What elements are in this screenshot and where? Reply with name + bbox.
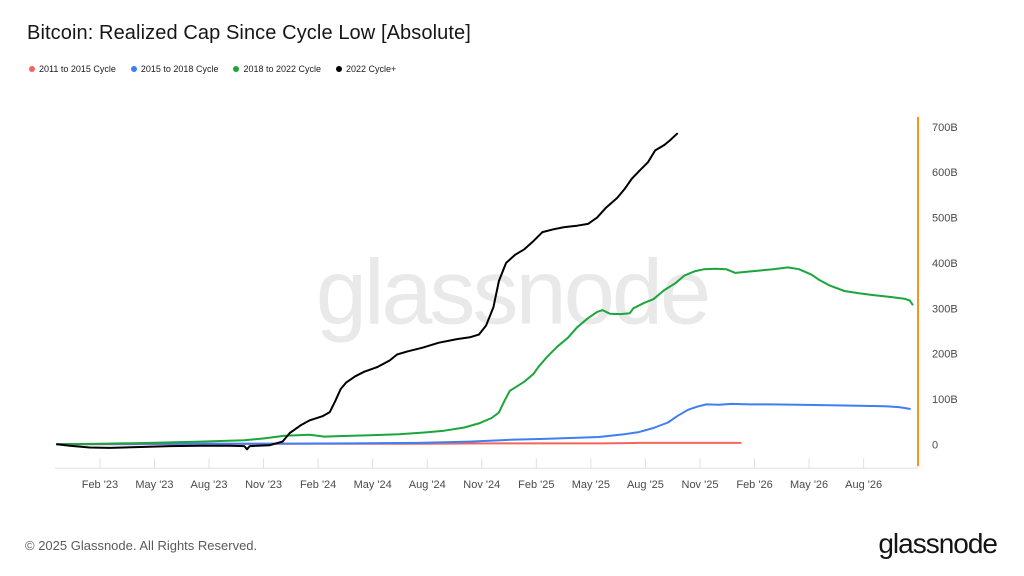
legend-item-2022-cycle[interactable]: 2022 Cycle+: [336, 64, 396, 74]
series-line-2015-to-2018-cycle: [56, 402, 911, 446]
y-tick-label: 0: [932, 439, 938, 451]
x-tick-label: Feb '25: [518, 479, 554, 491]
chart-legend: 2011 to 2015 Cycle 2015 to 2018 Cycle 2018…: [29, 64, 396, 74]
x-tick-label: Nov '25: [682, 479, 719, 491]
y-tick-label: 700B: [932, 122, 958, 134]
legend-item-2011-to-2015-cycle[interactable]: 2011 to 2015 Cycle: [29, 64, 116, 74]
legend-item-label: 2011 to 2015 Cycle: [39, 64, 116, 74]
x-tick-label: Nov '24: [463, 479, 500, 491]
y-tick-label: 600B: [932, 167, 958, 179]
x-tick-label: May '23: [135, 479, 173, 491]
y-tick-label: 400B: [932, 258, 958, 270]
glassnode-logo: glassnode: [878, 528, 998, 559]
legend-color-dot: [233, 66, 240, 72]
legend-item-2018-to-2022-cycle[interactable]: 2018 to 2022 Cycle: [233, 64, 321, 74]
legend-color-dot: [336, 66, 343, 72]
x-tick-label: May '26: [790, 479, 828, 491]
y-tick-label: 200B: [932, 349, 958, 361]
legend-color-dot: [130, 66, 137, 72]
legend-item-2015-to-2018-cycle[interactable]: 2015 to 2018 Cycle: [130, 64, 219, 74]
x-tick-label: May '25: [572, 479, 610, 491]
x-tick-label: Aug '25: [627, 479, 664, 491]
x-tick-label: Nov '23: [245, 479, 282, 491]
x-tick-label: Feb '24: [300, 479, 336, 491]
series-line-2022-cycle: [56, 132, 679, 451]
y-tick-label: 500B: [932, 213, 958, 225]
legend-item-label: 2015 to 2018 Cycle: [140, 64, 219, 74]
series-line-2018-to-2022-cycle: [56, 266, 914, 446]
x-tick-label: May '24: [354, 479, 392, 491]
legend-color-dot: [29, 66, 35, 72]
y-tick-label: 100B: [932, 394, 958, 406]
copyright-text: © 2025 Glassnode. All Rights Reserved.: [25, 538, 258, 553]
x-tick-label: Aug '26: [845, 479, 882, 491]
glassnode-watermark: glassnode: [315, 241, 711, 344]
x-tick-label: Feb '26: [736, 479, 772, 491]
chart-title: Bitcoin: Realized Cap Since Cycle Low [A…: [27, 22, 471, 44]
legend-item-label: 2018 to 2022 Cycle: [243, 64, 322, 74]
y-tick-label: 300B: [932, 303, 958, 315]
x-tick-label: Aug '24: [409, 479, 446, 491]
x-tick-label: Feb '23: [82, 479, 118, 491]
legend-item-label: 2022 Cycle+: [346, 64, 397, 74]
x-tick-label: Aug '23: [191, 479, 228, 491]
